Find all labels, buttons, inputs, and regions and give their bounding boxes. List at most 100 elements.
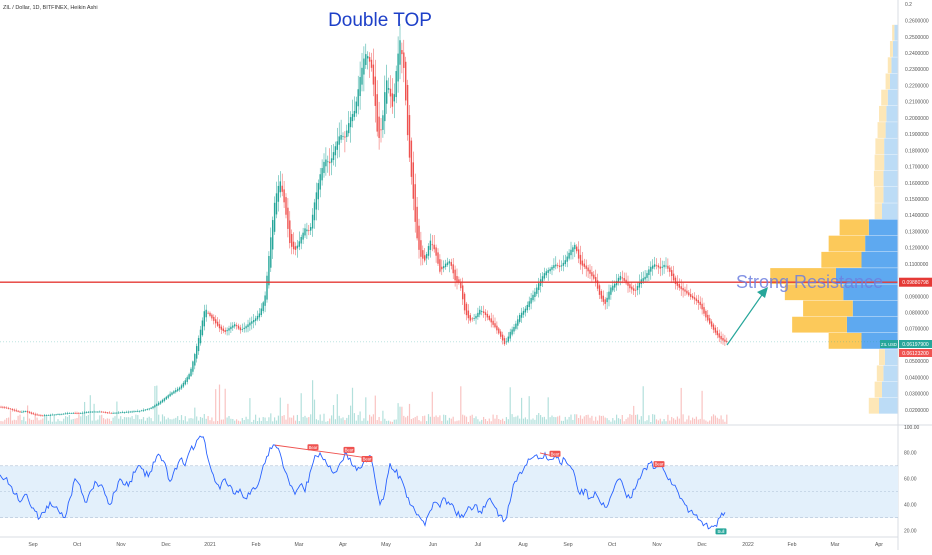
candle-body — [76, 413, 78, 414]
candle-body — [197, 338, 200, 352]
candle-body — [152, 406, 154, 409]
candle-body — [268, 255, 270, 286]
volume-bar — [437, 417, 439, 424]
candle-body — [503, 338, 506, 345]
volume-bar — [680, 387, 682, 424]
volume-bar — [332, 405, 335, 424]
candle-body — [251, 321, 253, 324]
candle-body — [258, 313, 261, 318]
volume-bar — [695, 416, 697, 424]
candle-body — [405, 61, 407, 101]
candle-body — [671, 270, 673, 277]
candle-body — [372, 64, 375, 85]
candle-body — [30, 412, 33, 414]
candle-body — [722, 337, 724, 341]
rsi-tick-label: 20.00 — [904, 528, 917, 534]
price-tick-label: 0.0400000 — [905, 375, 929, 381]
volume-bar — [494, 418, 496, 424]
volume-bar — [642, 386, 644, 424]
candle-body — [479, 309, 481, 315]
volume-bar — [579, 415, 582, 424]
candle-body — [273, 202, 276, 232]
candle-body — [321, 168, 323, 181]
volume-bar — [528, 396, 530, 424]
volume-bar — [420, 421, 422, 424]
price-tick-label: 0.0700000 — [905, 327, 929, 333]
volume-profile-down — [828, 235, 866, 252]
volume-bar — [669, 420, 671, 424]
time-tick-label: Sep — [563, 542, 572, 548]
candle-body — [528, 301, 530, 308]
candle-body — [562, 262, 565, 266]
volume-bar — [709, 420, 711, 424]
volume-bar — [671, 416, 673, 424]
candle-body — [465, 303, 468, 316]
time-tick-label: Dec — [697, 542, 707, 548]
volume-profile-down — [784, 284, 844, 301]
volume-bar — [619, 419, 621, 424]
candle-body — [475, 315, 477, 319]
candle-body — [522, 310, 525, 315]
candle-body — [714, 327, 717, 333]
candle-body — [61, 413, 63, 415]
candle-body — [693, 297, 696, 300]
candle-body — [127, 411, 129, 413]
candle-body — [28, 411, 31, 413]
volume-bar — [465, 416, 468, 424]
volume-bar — [142, 417, 145, 424]
candle-body — [553, 265, 555, 269]
volume-bar — [123, 417, 126, 424]
candle-body — [298, 241, 300, 247]
candle-body — [376, 94, 378, 132]
price-tick-label: 0.2000000 — [905, 116, 929, 122]
candle-body — [591, 272, 593, 277]
volume-bar — [538, 413, 540, 424]
volume-bar — [663, 419, 665, 424]
candle-body — [509, 331, 511, 339]
candle-body — [481, 311, 483, 312]
candle-body — [228, 328, 230, 331]
candle-body — [709, 318, 711, 324]
candle-body — [25, 411, 27, 412]
candle-body — [199, 329, 202, 344]
candle-body — [642, 278, 644, 282]
candle-body — [583, 263, 585, 267]
candle-body — [572, 247, 574, 252]
volume-bar — [439, 415, 441, 424]
volume-bar — [348, 414, 350, 424]
candle-body — [672, 273, 675, 281]
volume-bar — [595, 416, 597, 424]
candle-body — [300, 236, 302, 244]
volume-bar — [293, 415, 295, 424]
volume-bar — [502, 418, 504, 424]
volume-bar — [490, 421, 492, 424]
candle-body — [82, 412, 84, 414]
candle-body — [0, 406, 2, 408]
volume-bar — [372, 414, 374, 424]
volume-bar — [686, 419, 688, 424]
candle-body — [361, 67, 363, 85]
candle-body — [266, 275, 268, 300]
volume-bar — [405, 417, 407, 424]
volume-bar — [298, 421, 300, 424]
volume-profile-down — [875, 138, 885, 155]
volume-bar — [226, 417, 228, 424]
volume-bar — [665, 421, 667, 424]
volume-bar — [4, 419, 6, 424]
candle-body — [408, 115, 411, 158]
candle-body — [496, 325, 498, 331]
volume-bar — [484, 419, 487, 424]
candle-body — [469, 315, 471, 321]
candle-body — [690, 294, 692, 297]
candle-body — [146, 409, 148, 410]
volume-bar — [690, 420, 692, 424]
candle-body — [253, 320, 255, 323]
volume-bar — [180, 415, 183, 424]
volume-profile-down — [803, 300, 853, 317]
price-tick-label: 0.2300000 — [905, 67, 929, 73]
volume-bar — [534, 419, 536, 424]
volume-bar — [509, 387, 511, 424]
volume-bar — [36, 417, 38, 424]
volume-bar — [21, 420, 23, 424]
volume-bar — [416, 415, 418, 424]
